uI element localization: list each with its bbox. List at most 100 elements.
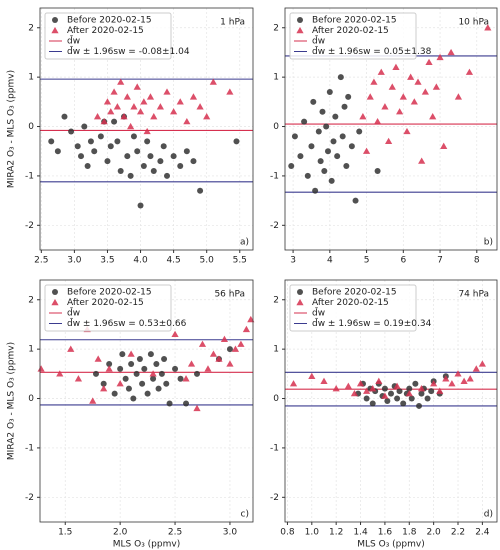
y-tick-label: -1 [25,443,34,453]
triangle-point [381,103,389,110]
triangle-point [140,98,148,105]
circle-point [177,375,184,382]
triangle-point [143,127,151,135]
circle-point [128,360,135,367]
triangle-point [127,350,135,357]
circle-point [74,143,81,150]
legend-box [44,284,172,332]
circle-point [140,163,147,170]
circle-point [125,385,132,392]
circle-point [61,113,68,120]
circle-point [117,167,124,174]
triangle-point [332,385,340,392]
circle-point [52,17,58,23]
triangle-point [120,113,128,120]
circle-point [233,138,240,145]
x-tick-label: 3.5 [100,256,114,266]
triangle-point [203,113,211,120]
circle-point [312,187,319,194]
triangle-point [432,83,440,90]
legend-label: Before 2020-02-15 [67,16,152,26]
circle-point [384,398,391,404]
triangle-point [320,377,328,384]
circle-point [119,351,126,358]
circle-point [323,123,330,130]
x-tick-label: 0.8 [280,528,295,538]
triangle-point [366,93,374,100]
circle-point [139,380,146,387]
panel-label: c) [241,510,249,520]
legend-label: After 2020-02-15 [312,298,389,308]
triangle-point [454,93,463,100]
triangle-point [403,127,411,135]
circle-point [147,351,154,358]
triangle-point [226,360,234,367]
x-tick-label: 2.2 [451,528,465,538]
circle-point [78,153,85,160]
x-tick-label: 4.5 [166,256,180,266]
triangle-point [296,298,304,306]
legend-label: Before 2020-02-15 [67,288,152,298]
triangle-point [405,389,413,397]
triangle-point [478,360,486,367]
circle-point [130,133,137,140]
triangle-point [418,157,426,164]
circle-point [428,388,435,395]
triangle-point [204,365,212,372]
circle-point [324,148,331,155]
circle-point [177,163,184,170]
triangle-point [150,113,158,120]
circle-point [418,390,425,397]
circle-point [160,143,167,150]
circle-point [183,400,190,407]
circle-point [87,138,94,145]
triangle-point [393,382,401,389]
panel-title: 74 hPa [458,290,489,300]
triangle-point [375,377,383,384]
circle-point [68,128,75,135]
triangle-point [356,380,365,387]
circle-point [137,202,144,209]
triangle-point [350,389,359,397]
circle-point [134,148,141,155]
circle-point [317,158,324,165]
circle-point [332,113,339,120]
circle-point [343,163,350,170]
triangle-point [215,355,223,362]
panel: -2 -1 0 1 2 0.8 1.0 1.2 1.4 1.6 1.8 2.0 2.2 2.4 Before… [270,279,498,550]
triangle-point [369,385,377,392]
circle-point [326,88,333,95]
y-tick-label: -2 [25,493,34,503]
circle-point [153,360,160,367]
legend-box [289,284,417,332]
triangle-point [110,88,118,95]
triangle-point [67,345,75,352]
triangle-point [187,360,196,367]
triangle-point [465,68,474,75]
axes-frame [39,7,254,251]
triangle-point [448,380,456,387]
triangle-point [442,375,450,382]
x-tick-label: 2.0 [426,528,441,538]
circle-point [416,402,423,409]
legend-label: d̄w ± 1.96sw = 0.53±0.66 [67,317,187,329]
triangle-point [359,113,367,120]
triangle-point [170,108,178,115]
legend-label: After 2020-02-15 [312,26,389,36]
y-tick-label: 0 [28,394,34,404]
legend-label: Before 2020-02-15 [312,288,397,298]
circle-point [144,138,151,145]
triangle-point [430,380,438,387]
legend-box [289,12,417,60]
circle-point [130,395,137,402]
panel-title: 1 hPa [220,18,245,28]
triangle-point [133,83,141,90]
triangle-point [362,147,371,154]
triangle-point [377,68,385,75]
triangle-point [116,380,124,387]
triangle-point [385,137,393,145]
circle-point [97,133,104,140]
y-axis-label: MIRA2 O₃ - MLS O₃ (ppmv) [7,70,17,188]
x-tick-label: 7 [437,256,443,266]
